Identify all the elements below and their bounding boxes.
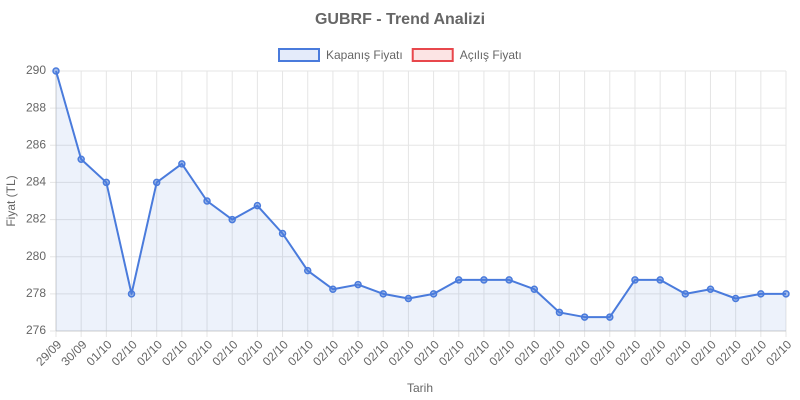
- point: [178, 160, 186, 168]
- point: [757, 290, 765, 298]
- point: [77, 155, 85, 163]
- point: [52, 67, 60, 75]
- x-tick-label: 29/09: [33, 337, 64, 368]
- point: [530, 285, 539, 293]
- chart-title: GUBRF - Trend Analizi: [315, 11, 485, 28]
- x-axis-label: Tarih: [407, 381, 433, 395]
- y-tick-label: 286: [26, 137, 46, 151]
- y-tick-label: 276: [26, 323, 46, 337]
- y-tick-label: 282: [26, 212, 46, 226]
- x-tick-label: 02/10: [159, 337, 190, 368]
- x-tick-label: 02/10: [310, 337, 341, 368]
- point: [152, 178, 161, 187]
- y-tick-label: 288: [26, 100, 46, 114]
- point: [354, 280, 362, 289]
- x-tick-label: 02/10: [637, 337, 668, 368]
- y-tick-label: 278: [26, 286, 46, 300]
- x-tick-label: 02/10: [512, 337, 543, 368]
- x-tick-label: 02/10: [688, 337, 719, 368]
- x-tick-label: 02/10: [386, 337, 417, 368]
- point: [455, 276, 463, 284]
- x-tick-label: 02/10: [335, 337, 366, 368]
- x-tick-label: 02/10: [436, 337, 467, 368]
- x-tick-label: 02/10: [486, 337, 517, 368]
- y-tick-label: 280: [26, 249, 46, 263]
- x-tick-label: 02/10: [713, 337, 744, 368]
- x-tick-label: 02/10: [562, 337, 593, 368]
- x-tick-label: 02/10: [537, 337, 568, 368]
- x-tick-label: 02/10: [209, 337, 240, 368]
- point: [480, 276, 488, 284]
- y-tick-label: 284: [26, 175, 46, 189]
- x-tick-label: 02/10: [360, 337, 391, 368]
- point: [555, 308, 564, 317]
- point: [731, 294, 740, 303]
- x-tick-label: 02/10: [587, 337, 618, 368]
- point: [278, 229, 287, 238]
- x-tick-label: 02/10: [461, 337, 492, 368]
- x-tick-label: 02/10: [109, 337, 140, 368]
- x-tick-label: 02/10: [763, 337, 794, 368]
- point: [404, 294, 413, 303]
- x-tick-label: 02/10: [663, 337, 694, 368]
- point: [706, 285, 715, 293]
- y-axis-label: Fiyat (TL): [4, 175, 18, 226]
- point: [253, 201, 262, 210]
- x-tick-label: 30/09: [58, 337, 89, 368]
- point: [606, 313, 614, 321]
- x-tick-label: 02/10: [612, 337, 643, 368]
- point: [203, 197, 211, 205]
- point: [303, 266, 312, 275]
- point: [505, 276, 513, 284]
- legend-label: Kapanış Fiyatı: [326, 48, 403, 62]
- x-tick-label: 02/10: [285, 337, 316, 368]
- point: [681, 290, 690, 298]
- point: [228, 215, 236, 224]
- point: [102, 178, 111, 187]
- x-tick-label: 02/10: [260, 337, 291, 368]
- y-tick-label: 290: [26, 63, 46, 77]
- x-tick-label: 02/10: [134, 337, 165, 368]
- point: [379, 290, 387, 298]
- point: [782, 290, 790, 298]
- x-tick-label: 02/10: [184, 337, 215, 368]
- point: [429, 290, 438, 298]
- line: [55, 70, 786, 319]
- point: [656, 276, 664, 284]
- legend-swatch: [278, 48, 320, 62]
- x-tick-label: 02/10: [235, 337, 266, 368]
- point: [631, 276, 639, 284]
- legend-label: Açılış Fiyatı: [460, 48, 522, 62]
- point: [580, 313, 589, 321]
- x-tick-label: 02/10: [738, 337, 769, 368]
- area: [56, 71, 786, 331]
- x-tick-label: 02/10: [411, 337, 442, 368]
- point: [127, 290, 136, 298]
- legend-swatch: [411, 48, 454, 62]
- point: [329, 285, 337, 293]
- x-tick-label: 01/10: [84, 337, 115, 368]
